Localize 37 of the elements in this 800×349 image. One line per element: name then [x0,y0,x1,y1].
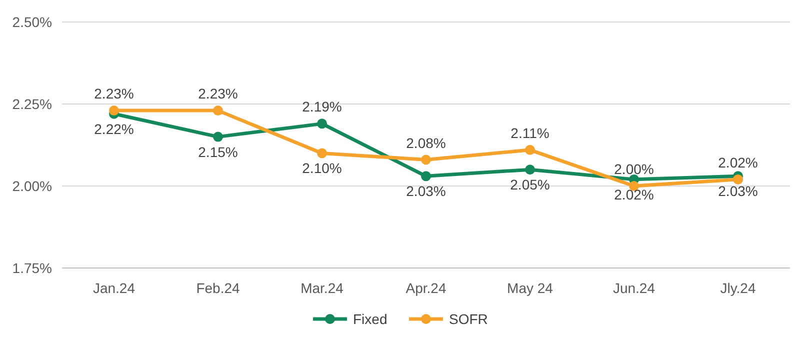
data-label: 2.03% [718,183,758,200]
x-tick-label: Feb.24 [196,280,240,296]
point [525,144,535,155]
y-tick-label: 2.25% [12,96,52,112]
data-label: 2.02% [718,154,758,170]
data-label: 2.15% [198,144,238,160]
data-label: 2.23% [94,86,134,102]
y-tick-label: 1.75% [12,260,52,276]
x-tick-label: Apr.24 [406,280,446,296]
x-tick-label: May 24 [507,280,554,296]
y-tick-label: 2.00% [12,178,52,194]
point [421,154,431,165]
data-label: 2.08% [406,134,446,151]
data-label: 2.02% [614,186,654,202]
data-label: 2.22% [94,120,134,137]
data-label: 2.10% [302,160,342,176]
point [525,164,535,175]
data-label: 2.05% [510,176,550,193]
point [213,132,223,142]
y-tick-label: 2.50% [12,14,52,30]
point [733,174,743,184]
x-tick-label: Jan.24 [92,280,136,296]
point [421,171,431,182]
point [109,106,119,116]
data-label: 2.03% [406,183,446,200]
data-label: 2.23% [198,86,238,102]
point [317,118,327,129]
legend-label: SOFR [449,311,488,327]
data-label: 2.00% [614,161,654,177]
data-label: 2.11% [510,124,550,141]
data-label: 2.19% [302,98,342,115]
point [213,106,223,116]
point [317,148,327,158]
x-tick-label: Jun.24 [612,280,656,296]
legend-label: Fixed [353,311,388,327]
x-tick-label: Mar.24 [300,280,344,296]
x-tick-label: Jly.24 [720,280,756,296]
